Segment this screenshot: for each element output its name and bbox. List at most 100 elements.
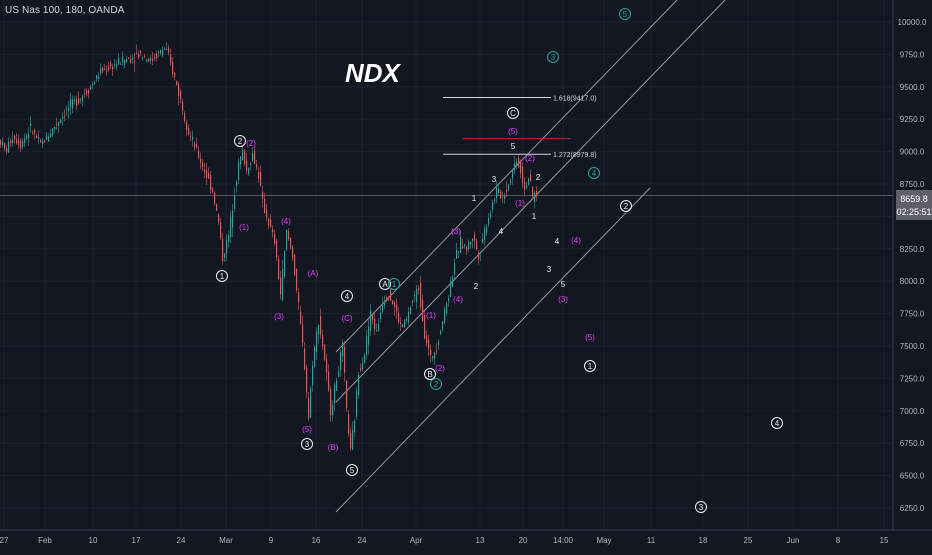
wave-label[interactable]: 4: [341, 290, 353, 302]
wave-label[interactable]: (3): [274, 312, 284, 321]
x-tick-label: 24: [177, 536, 186, 545]
candle-body: [152, 58, 154, 61]
wave-label[interactable]: 4: [588, 167, 600, 179]
wave-label[interactable]: (5): [302, 425, 312, 434]
wave-label[interactable]: (2): [525, 154, 535, 163]
candle-body: [214, 192, 216, 204]
last-price-tag: 8659.8 02:25:51: [896, 190, 932, 220]
wave-label[interactable]: 2: [474, 282, 479, 291]
wave-label-text: (4): [453, 295, 463, 304]
candle-body: [512, 170, 514, 179]
wave-label-text: 4: [775, 419, 780, 428]
wave-label[interactable]: (C): [341, 314, 352, 323]
candle-body: [78, 98, 80, 104]
candle-body: [98, 76, 100, 79]
price-axis-bg[interactable]: [893, 0, 932, 530]
wave-label[interactable]: 1: [472, 194, 477, 203]
wave-label[interactable]: (1): [239, 223, 249, 232]
x-tick-label: 8: [836, 536, 841, 545]
wave-label-text: (3): [558, 295, 568, 304]
candle-body: [456, 249, 458, 259]
wave-label-text: 4: [555, 237, 560, 246]
time-axis-bg[interactable]: [0, 530, 932, 550]
candle-body: [94, 82, 96, 85]
candle-body: [122, 56, 124, 63]
candle-body: [502, 196, 504, 198]
wave-label[interactable]: 3: [695, 501, 707, 513]
trend-channel[interactable]: [335, 0, 726, 513]
wave-label[interactable]: (2): [246, 139, 256, 148]
wave-label[interactable]: A: [379, 278, 391, 290]
candle-body: [398, 312, 400, 323]
wave-label[interactable]: 4: [555, 237, 560, 246]
candle-body: [222, 239, 224, 262]
wave-label[interactable]: (B): [328, 443, 339, 452]
wave-label[interactable]: (A): [308, 269, 319, 278]
candle-body: [220, 222, 222, 239]
candle-body: [428, 339, 430, 349]
wave-label[interactable]: (2): [435, 364, 445, 373]
wave-label[interactable]: 2: [620, 200, 632, 212]
wave-label-text: 3: [492, 175, 497, 184]
candle-body: [478, 252, 480, 260]
wave-label[interactable]: 2: [430, 378, 442, 390]
fib-extension[interactable]: 1.618(9417.0) 1.272(8979.8): [443, 96, 597, 160]
wave-label[interactable]: 1: [584, 360, 596, 372]
wave-label[interactable]: 3: [547, 51, 559, 63]
wave-label-text: (5): [585, 333, 595, 342]
candle-body: [390, 289, 392, 301]
wave-label[interactable]: 5: [619, 8, 631, 20]
wave-label[interactable]: C: [507, 107, 519, 119]
candle-body: [32, 132, 34, 134]
candle-body: [476, 240, 478, 250]
wave-label[interactable]: (3): [451, 227, 461, 236]
wave-label[interactable]: 4: [499, 227, 504, 236]
wave-label[interactable]: (4): [453, 295, 463, 304]
wave-label[interactable]: 5: [561, 280, 566, 289]
wave-label[interactable]: 1: [388, 278, 400, 290]
wave-label[interactable]: (5): [508, 127, 518, 136]
time-axis[interactable]: 27 Feb 10 17 24 Mar 9 16 24 Apr 13 20 14:00 May 11 18 25…: [0, 536, 889, 545]
channel-lower-line[interactable]: [335, 187, 651, 513]
wave-label[interactable]: 3: [547, 265, 552, 274]
x-tick-label: 16: [312, 536, 321, 545]
candle-body: [406, 318, 408, 321]
candle-body: [446, 303, 448, 314]
wave-label[interactable]: (1): [426, 311, 436, 320]
wave-label[interactable]: 2: [536, 173, 541, 182]
wave-label[interactable]: 5: [511, 142, 516, 151]
candle-body: [302, 324, 304, 344]
channel-upper-line[interactable]: [335, 0, 678, 353]
wave-label[interactable]: (4): [281, 217, 291, 226]
wave-label-text: 5: [511, 142, 516, 151]
wave-label[interactable]: 1: [216, 270, 228, 282]
candle-body: [56, 124, 58, 126]
wave-label[interactable]: 4: [771, 417, 783, 429]
wave-label[interactable]: (5): [585, 333, 595, 342]
candle-body: [138, 54, 140, 58]
wave-label[interactable]: 2: [234, 135, 246, 147]
wave-label[interactable]: B: [424, 368, 436, 380]
candle-body: [170, 54, 172, 64]
candle-body: [412, 300, 414, 303]
wave-labels[interactable]: 1(1)2 (2)(3)(4)(A)(5)3 (B)4(C)5A 1(1)B(2)2(…: [216, 8, 783, 513]
wave-label[interactable]: (1): [515, 199, 525, 208]
wave-label[interactable]: 1: [532, 212, 537, 221]
wave-label[interactable]: 5: [346, 464, 358, 476]
symbol-label[interactable]: US Nas 100, 180, OANDA: [5, 5, 125, 16]
candle-body: [120, 63, 122, 65]
wave-label[interactable]: (3): [558, 295, 568, 304]
candle-body: [494, 199, 496, 202]
candle-body: [366, 336, 368, 355]
wave-label[interactable]: 3: [492, 175, 497, 184]
wave-label-text: 1: [392, 280, 397, 289]
x-tick-label: 15: [880, 536, 889, 545]
channel-middle-line[interactable]: [335, 0, 726, 403]
candle-body: [410, 307, 412, 314]
candle-body: [360, 368, 362, 371]
wave-label[interactable]: (4): [571, 236, 581, 245]
wave-label[interactable]: 3: [301, 438, 313, 450]
candle-body: [488, 218, 490, 225]
